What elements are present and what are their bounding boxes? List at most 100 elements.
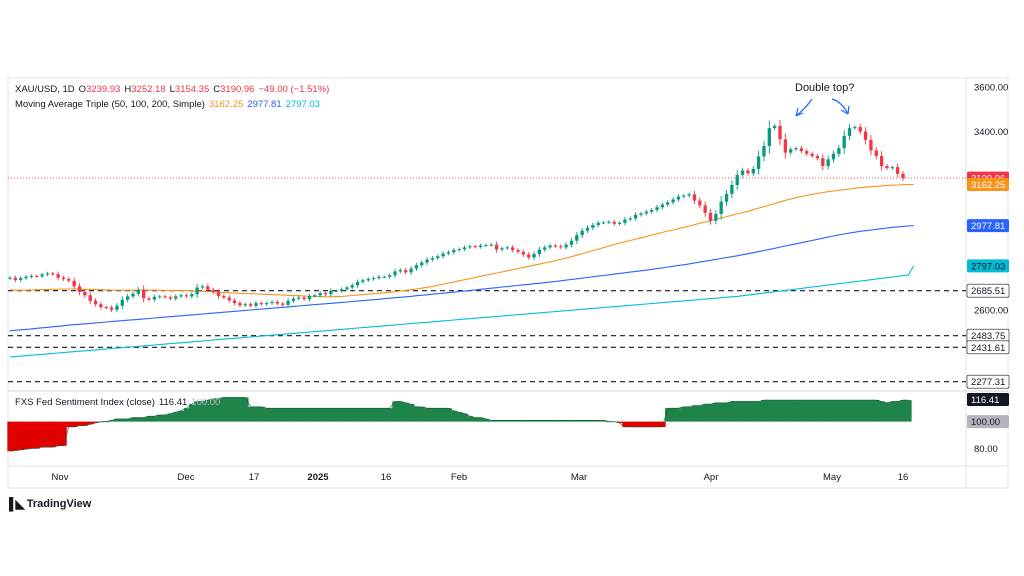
- ma50-value: 3162.25: [208, 99, 244, 110]
- price-grid: [7, 77, 1009, 489]
- candle-body: [339, 289, 344, 291]
- sentiment-bar-negative: [649, 421, 655, 427]
- time-tick-label: 17: [249, 472, 260, 483]
- candle-body: [478, 245, 483, 247]
- sentiment-bar-negative: [39, 421, 46, 448]
- candle-body: [291, 298, 296, 301]
- candle-body: [655, 207, 659, 210]
- candle-body: [698, 200, 702, 206]
- time-tick-label: Mar: [571, 472, 587, 483]
- candle-body: [831, 153, 836, 160]
- candle-body: [773, 125, 777, 129]
- candle-body: [318, 293, 322, 296]
- sentiment-bar-positive: [900, 400, 907, 422]
- sentiment-bar-positive: [873, 400, 880, 422]
- candle-body: [762, 145, 766, 157]
- price-label-text: 2797.03: [971, 261, 1005, 272]
- price-label-ma50: 3162.25: [967, 177, 1009, 191]
- sentiment-bar-negative: [18, 421, 24, 450]
- sentiment-bar-positive: [285, 408, 292, 422]
- sentiment-bar-positive: [312, 408, 319, 422]
- candle-body: [703, 205, 707, 213]
- time-tick-label: 2025: [307, 472, 329, 483]
- candle-body: [746, 170, 750, 174]
- candle-body: [216, 291, 221, 296]
- candle-body: [548, 245, 552, 248]
- candle-body: [794, 148, 798, 150]
- candle-body: [810, 153, 814, 156]
- symbol-label[interactable]: XAU/USD, 1D: [15, 84, 75, 95]
- sentiment-bar-positive: [868, 400, 875, 422]
- candle-body: [270, 301, 274, 304]
- candle-body: [799, 148, 804, 152]
- tradingview-brand[interactable]: ▌◣ TradingView: [9, 497, 91, 511]
- sentiment-bar-positive: [141, 417, 147, 422]
- candle-body: [847, 128, 852, 136]
- candle-body: [527, 254, 531, 258]
- candle-body: [8, 277, 12, 279]
- sentiment-indicator-label[interactable]: FXS Fed Sentiment Index (close): [15, 397, 155, 408]
- price-label-text: 2977.81: [971, 221, 1005, 232]
- candle-body: [238, 303, 242, 306]
- sentiment-bar-positive: [558, 420, 565, 422]
- candle-body: [302, 297, 306, 300]
- sentiment-bar-positive: [338, 408, 345, 422]
- sentiment-bar-positive: [403, 402, 409, 422]
- candle-body: [115, 305, 119, 310]
- candle-body: [227, 297, 231, 301]
- sentiment-bar-positive: [670, 408, 677, 422]
- candle-body: [767, 128, 771, 146]
- sentiment-bar-positive: [814, 400, 821, 422]
- sentiment-bar-positive: [258, 406, 265, 422]
- sentiment-bar-positive: [798, 400, 805, 422]
- candle-body: [842, 135, 846, 149]
- candle-body: [895, 167, 900, 174]
- candle-body: [783, 139, 788, 153]
- price-tick-label: 2600.00: [974, 305, 1008, 316]
- sentiment-bar-positive: [665, 408, 671, 422]
- sentiment-bar-negative: [82, 421, 89, 426]
- candle-body: [837, 148, 841, 154]
- candle-body: [286, 300, 290, 305]
- sentiment-bar-positive: [167, 413, 174, 422]
- sentiment-bar-positive: [445, 408, 452, 422]
- high-label: H3252.18: [124, 84, 166, 95]
- candle-body: [601, 222, 606, 224]
- sentiment-bar-positive: [750, 401, 757, 422]
- candle-body: [580, 230, 584, 236]
- sentiment-bar-negative: [55, 421, 62, 446]
- candle-body: [623, 219, 627, 223]
- sentiment-bar-positive: [354, 408, 361, 422]
- sentiment-bar-negative: [622, 421, 629, 427]
- sentiment-bar-positive: [552, 420, 559, 422]
- close-label: C3190.96: [213, 84, 255, 95]
- ohlc-legend: XAU/USD, 1D O3239.93 H3252.18 L3154.35 C3190…: [15, 84, 333, 95]
- low-label: L3154.35: [169, 84, 210, 95]
- time-axis: Nov Dec 17 2025 16 Feb Mar Apr May 16: [52, 472, 909, 483]
- candle-body: [569, 240, 574, 245]
- change-label: −49.00 (−1.51%): [258, 84, 330, 95]
- candle-body: [72, 280, 76, 287]
- ma-legend: Moving Average Triple (50, 100, 200, Sim…: [15, 99, 324, 110]
- candle-body: [83, 291, 87, 296]
- sentiment-area: [7, 397, 912, 452]
- candle-body: [821, 158, 825, 167]
- sentiment-bar-positive: [846, 400, 853, 422]
- sentiment-bar-positive: [600, 420, 607, 422]
- candle-body: [323, 293, 328, 295]
- sentiment-bar-negative: [654, 421, 661, 427]
- candle-body: [211, 289, 215, 292]
- sentiment-bar-positive: [526, 420, 532, 422]
- sentiment-bar-positive: [467, 416, 474, 422]
- sentiment-bar-positive: [103, 421, 110, 423]
- sentiment-bar-negative: [627, 421, 634, 427]
- candle-body: [446, 252, 451, 254]
- price-label-text: 2431.61: [971, 343, 1005, 354]
- candle-body: [136, 289, 140, 294]
- ma-indicator-label[interactable]: Moving Average Triple (50, 100, 200, Sim…: [15, 99, 205, 110]
- sentiment-bar-positive: [830, 400, 837, 422]
- sentiment-bar-negative: [44, 421, 51, 448]
- sentiment-bar-positive: [226, 397, 233, 422]
- candle-body: [61, 277, 66, 280]
- sentiment-value-box: [967, 415, 1009, 429]
